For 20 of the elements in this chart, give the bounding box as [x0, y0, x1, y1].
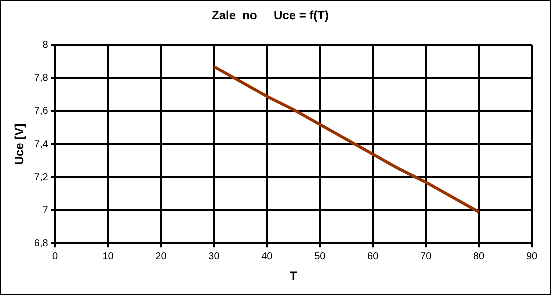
x-tick-label: 50	[314, 251, 326, 262]
x-tick-label: 60	[368, 251, 380, 262]
x-tick-label: 10	[102, 251, 114, 262]
y-tick-label: 6,8	[34, 238, 49, 250]
y-tick-label: 7,8	[34, 73, 49, 84]
y-tick-label: 7	[42, 205, 49, 216]
chart-title: Zale no Uce = f(T)	[212, 8, 330, 23]
y-tick-label: 7,4	[34, 139, 49, 150]
x-tick-label: 70	[420, 251, 432, 262]
x-tick-label: 40	[262, 251, 274, 262]
x-tick-label: 90	[526, 251, 538, 262]
y-tick-label: 7,2	[34, 172, 49, 184]
y-tick-label: 8	[42, 40, 49, 52]
x-tick-label: 20	[156, 251, 168, 262]
x-tick-label: 0	[52, 251, 59, 262]
y-axis-title: Uce [V]	[12, 124, 27, 166]
y-tick-label: 7,6	[34, 106, 49, 118]
x-tick-label: 80	[473, 251, 486, 262]
x-axis-title: T	[290, 269, 298, 284]
x-tick-label: 30	[208, 251, 220, 262]
